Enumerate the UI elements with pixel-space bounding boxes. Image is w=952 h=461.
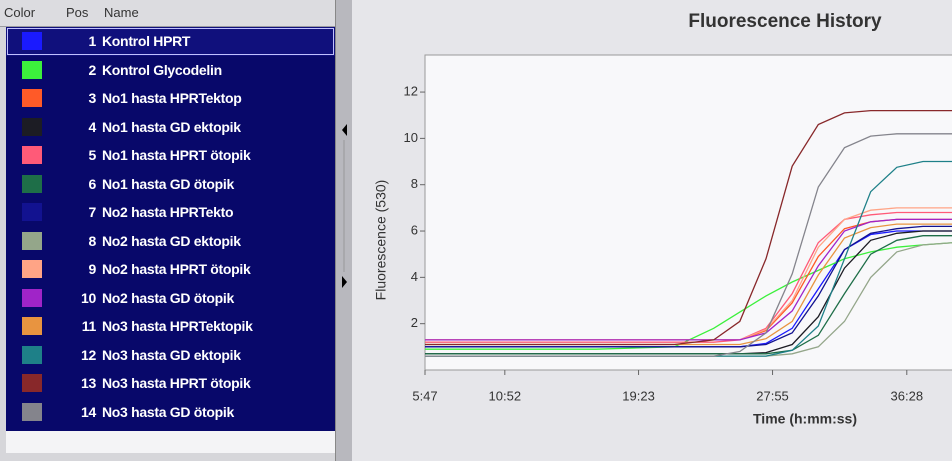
sample-name: No2 hasta HPRTekto [102, 204, 233, 220]
splitter[interactable] [335, 0, 353, 461]
sample-pos: 1 [66, 33, 96, 49]
sample-name: Kontrol HPRT [102, 33, 190, 49]
sample-pos: 14 [66, 404, 96, 420]
chart: Fluorescence History Fluorescence (530) … [352, 0, 952, 461]
y-tick-label: 10 [404, 130, 418, 145]
sample-row[interactable]: 8 No2 hasta GD ektopik [6, 227, 335, 256]
sample-pos: 13 [66, 375, 96, 391]
color-swatch [22, 146, 42, 164]
sample-name: No2 hasta GD ötopik [102, 290, 234, 306]
color-swatch [22, 89, 42, 107]
sample-name: No3 hasta HPRTektopik [102, 318, 253, 334]
header-name[interactable]: Name [104, 5, 139, 20]
color-swatch [22, 175, 42, 193]
sample-name: No2 hasta HPRT ötopik [102, 261, 251, 277]
sample-pos: 9 [66, 261, 96, 277]
sample-name: No3 hasta GD ötopik [102, 404, 234, 420]
color-swatch [22, 317, 42, 335]
color-swatch [22, 403, 42, 421]
x-axis-label: Time (h:mm:ss) [753, 411, 857, 427]
sample-pos: 12 [66, 347, 96, 363]
sample-row[interactable]: 3 No1 hasta HPRTektop [6, 84, 335, 113]
list-footer [6, 431, 335, 453]
y-tick-label: 8 [411, 176, 418, 191]
sample-pos: 8 [66, 233, 96, 249]
sample-name: Kontrol Glycodelin [102, 62, 222, 78]
color-swatch [22, 374, 42, 392]
plot-area [425, 55, 952, 370]
sample-pos: 10 [66, 290, 96, 306]
sample-pos: 3 [66, 90, 96, 106]
list-header: Color Pos Name [0, 0, 335, 27]
sample-row[interactable]: 1 Kontrol HPRT [6, 27, 335, 56]
x-tick-label: 36:28 [891, 388, 924, 403]
color-swatch [22, 260, 42, 278]
color-swatch [22, 61, 42, 79]
color-swatch [22, 346, 42, 364]
sample-row[interactable]: 7 No2 hasta HPRTekto [6, 198, 335, 227]
color-swatch [22, 289, 42, 307]
header-color[interactable]: Color [4, 5, 35, 20]
sample-pos: 6 [66, 176, 96, 192]
y-tick-label: 2 [411, 315, 418, 330]
sample-name: No1 hasta HPRT ötopik [102, 147, 251, 163]
sample-row[interactable]: 10 No2 hasta GD ötopik [6, 284, 335, 313]
sample-row[interactable]: 12 No3 hasta GD ektopik [6, 341, 335, 370]
sample-row[interactable]: 11 No3 hasta HPRTektopik [6, 312, 335, 341]
sample-pos: 5 [66, 147, 96, 163]
sample-row[interactable]: 9 No2 hasta HPRT ötopik [6, 255, 335, 284]
sample-name: No1 hasta GD ötopik [102, 176, 234, 192]
sample-row[interactable]: 5 No1 hasta HPRT ötopik [6, 141, 335, 170]
sample-pos: 11 [66, 318, 96, 334]
x-tick-label: 19:23 [622, 388, 655, 403]
sample-row[interactable]: 14 No3 hasta GD ötopik [6, 398, 335, 427]
sample-row[interactable]: 13 No3 hasta HPRT ötopik [6, 369, 335, 398]
app-window: Color Pos Name 1 Kontrol HPRT 2 Kontrol Gly… [0, 0, 952, 461]
sample-name: No3 hasta GD ektopik [102, 347, 241, 363]
color-swatch [22, 203, 42, 221]
splitter-arrows [336, 0, 353, 461]
sample-name: No1 hasta GD ektopik [102, 119, 241, 135]
sample-pos: 2 [66, 62, 96, 78]
x-tick-label: 5:47 [412, 388, 437, 403]
sample-pos: 7 [66, 204, 96, 220]
sample-name: No3 hasta HPRT ötopik [102, 375, 251, 391]
chart-title: Fluorescence History [688, 11, 882, 32]
y-tick-label: 12 [404, 83, 418, 98]
color-swatch [22, 32, 42, 50]
header-pos[interactable]: Pos [66, 5, 88, 20]
sample-pos: 4 [66, 119, 96, 135]
sample-list: Color Pos Name 1 Kontrol HPRT 2 Kontrol Gly… [0, 0, 335, 461]
color-swatch [22, 118, 42, 136]
sample-row[interactable]: 4 No1 hasta GD ektopik [6, 113, 335, 142]
x-tick-label: 27:55 [756, 388, 789, 403]
y-tick-label: 4 [411, 269, 418, 284]
sample-name: No1 hasta HPRTektop [102, 90, 242, 106]
sample-row[interactable]: 6 No1 hasta GD ötopik [6, 170, 335, 199]
y-axis-label: Fluorescence (530) [373, 180, 389, 301]
list-rows: 1 Kontrol HPRT 2 Kontrol Glycodelin 3 No1 has… [6, 27, 335, 431]
x-tick-label: 10:52 [489, 388, 522, 403]
sample-row[interactable]: 2 Kontrol Glycodelin [6, 56, 335, 85]
sample-name: No2 hasta GD ektopik [102, 233, 241, 249]
color-swatch [22, 232, 42, 250]
y-tick-label: 6 [411, 222, 418, 237]
